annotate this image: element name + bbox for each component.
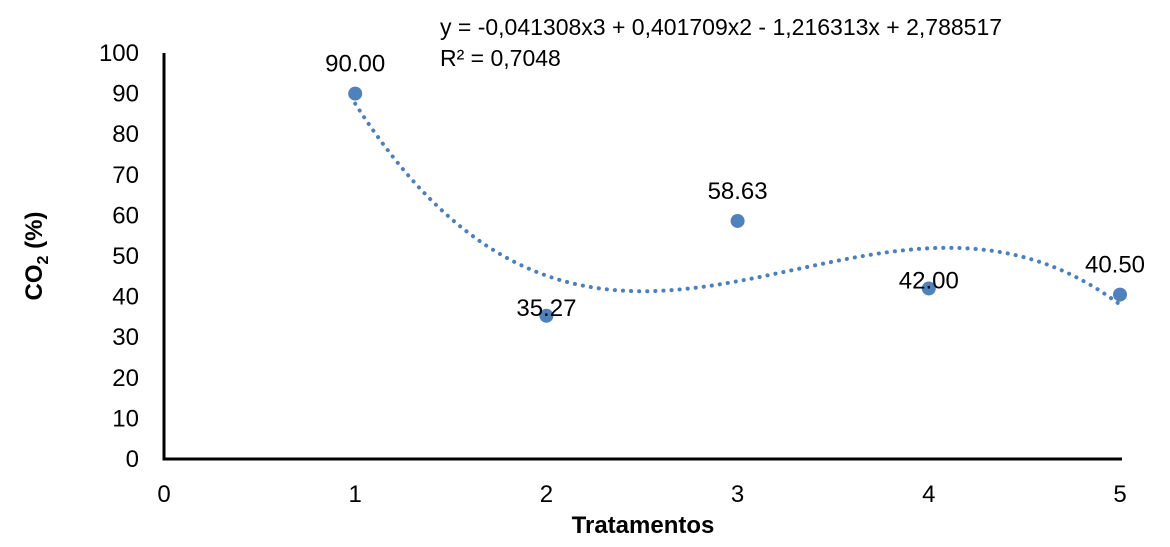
data-label: 35.27 — [516, 295, 576, 322]
y-tick-label: 90 — [112, 81, 139, 108]
y-tick-labels: 0 10 20 30 40 50 60 70 80 90 100 — [99, 40, 139, 473]
y-tick-label: 40 — [112, 284, 139, 311]
trendline-r-squared: R² = 0,7048 — [440, 45, 561, 71]
y-tick-label: 20 — [112, 365, 139, 392]
y-axis-title: CO2 (%) — [21, 212, 52, 301]
y-tick-label: 0 — [126, 446, 139, 473]
y-tick-label: 80 — [112, 121, 139, 148]
data-points — [348, 86, 1127, 323]
y-tick-label: 60 — [112, 202, 139, 229]
data-label: 90.00 — [325, 51, 385, 78]
y-tick-label: 10 — [112, 405, 139, 432]
trendline-equation: y = -0,041308x3 + 0,401709x2 - 1,216313x… — [440, 14, 1002, 40]
y-axis-title-subscript: 2 — [35, 255, 52, 264]
data-label: 40.50 — [1085, 252, 1145, 279]
x-axis-title: Tratamentos — [572, 512, 715, 539]
y-tick-label: 50 — [112, 243, 139, 270]
y-axis-title-main: CO — [21, 264, 48, 300]
y-tick-label: 30 — [112, 324, 139, 351]
x-tick-label: 5 — [1113, 481, 1126, 508]
x-tick-labels: 0 1 2 3 4 5 — [157, 481, 1126, 508]
data-labels: 90.00 35.27 58.63 42.00 40.50 — [325, 51, 1145, 322]
data-label: 42.00 — [899, 267, 959, 294]
y-axis-title-suffix: (%) — [21, 212, 48, 256]
x-tick-label: 0 — [157, 481, 170, 508]
data-point — [921, 281, 936, 296]
data-point — [1113, 287, 1127, 302]
x-tick-label: 3 — [731, 481, 744, 508]
data-point — [348, 86, 363, 101]
trendline — [353, 101, 1122, 307]
axes — [162, 53, 1122, 461]
x-tick-label: 2 — [540, 481, 553, 508]
data-point — [730, 213, 745, 228]
data-label: 58.63 — [708, 178, 768, 205]
y-tick-label: 100 — [99, 40, 139, 67]
x-tick-label: 1 — [349, 481, 362, 508]
data-point — [539, 308, 554, 323]
y-tick-label: 70 — [112, 162, 139, 189]
x-tick-label: 4 — [922, 481, 935, 508]
